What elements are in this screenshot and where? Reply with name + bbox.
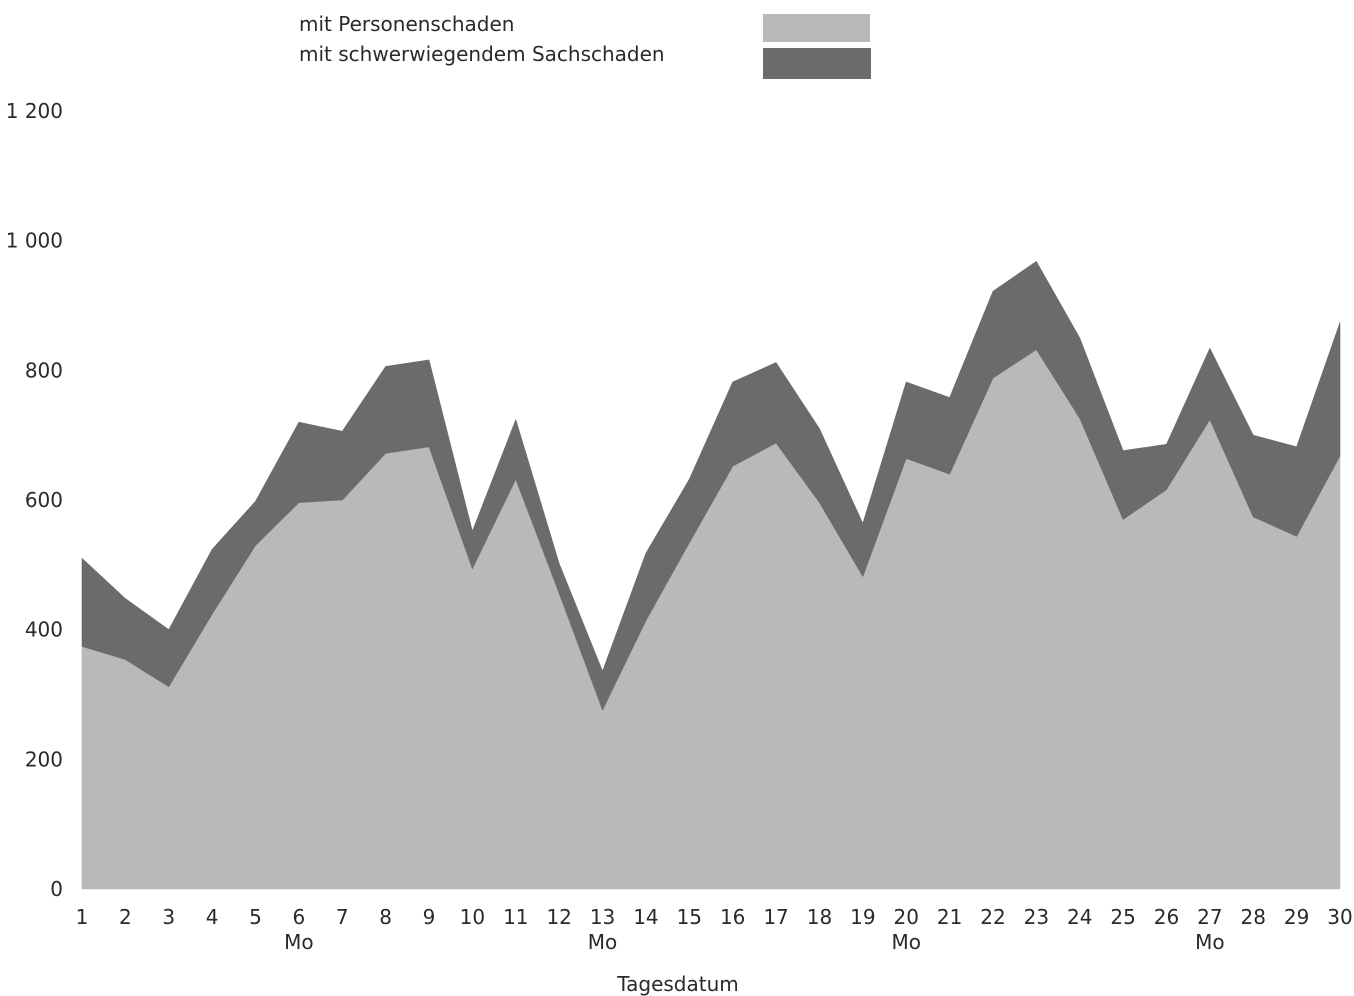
area-layer [81, 261, 1341, 890]
x-tick-label: 16 [720, 905, 745, 929]
x-tick-label: 14 [633, 905, 658, 929]
x-tick-label: 8 [379, 905, 392, 929]
x-tick-label: 26 [1154, 905, 1179, 929]
x-tick-label: 27 [1197, 905, 1222, 929]
x-tick-label: 25 [1110, 905, 1135, 929]
x-tick-label: 1 [76, 905, 89, 929]
y-tick-label: 1 200 [6, 99, 63, 123]
x-tick-label: 30 [1327, 905, 1352, 929]
area-series-2 [81, 261, 1341, 711]
legend-label-sachschaden: mit schwerwiegendem Sachschaden [299, 42, 665, 66]
x-tick-label: 11 [503, 905, 528, 929]
x-tick-label: 29 [1284, 905, 1309, 929]
y-tick-label: 200 [25, 747, 63, 771]
y-tick-label: 400 [25, 618, 63, 642]
x-tick-label: 21 [937, 905, 962, 929]
x-tick-label: 7 [336, 905, 349, 929]
x-tick-label: 23 [1024, 905, 1049, 929]
x-tick-label: 2 [119, 905, 132, 929]
y-tick-label: 1 000 [6, 229, 63, 253]
legend: mit Personenschaden mit schwerwiegendem … [299, 12, 871, 79]
x-tick-label: 17 [763, 905, 788, 929]
x-tick-label: 19 [850, 905, 875, 929]
x-tick-label: 22 [980, 905, 1005, 929]
x-axis-title: Tagesdatum [616, 972, 739, 996]
legend-label-personenschaden: mit Personenschaden [299, 12, 514, 36]
legend-swatch-sachschaden [763, 48, 871, 79]
x-tick-label: 3 [162, 905, 175, 929]
x-axis: 1 2 3 4 5 6 7 8 9 10 11 12 13 14 15 16 17 18 19 20 21 22 23 24 2… [76, 905, 1353, 954]
y-tick-label: 800 [25, 358, 63, 382]
y-tick-label: 600 [25, 488, 63, 512]
x-tick-label: 12 [546, 905, 571, 929]
x-tick-label: 9 [423, 905, 436, 929]
x-tick-label: 28 [1241, 905, 1266, 929]
x-tick-label: 15 [677, 905, 702, 929]
x-tick-label: 20 [893, 905, 918, 929]
x-tick-label: 18 [807, 905, 832, 929]
x-tick-label: 4 [206, 905, 219, 929]
legend-swatch-personenschaden [763, 14, 870, 42]
y-tick-label: 0 [50, 877, 63, 901]
weekday-marker: Mo [1195, 930, 1225, 954]
weekday-marker: Mo [588, 930, 618, 954]
x-tick-label: 6 [293, 905, 306, 929]
x-tick-label: 13 [590, 905, 615, 929]
weekday-marker: Mo [284, 930, 314, 954]
weekday-marker: Mo [891, 930, 921, 954]
x-tick-label: 10 [460, 905, 485, 929]
y-axis: 0 200 400 600 800 1 000 1 200 [6, 99, 63, 901]
x-tick-label: 5 [249, 905, 262, 929]
x-tick-label: 24 [1067, 905, 1092, 929]
